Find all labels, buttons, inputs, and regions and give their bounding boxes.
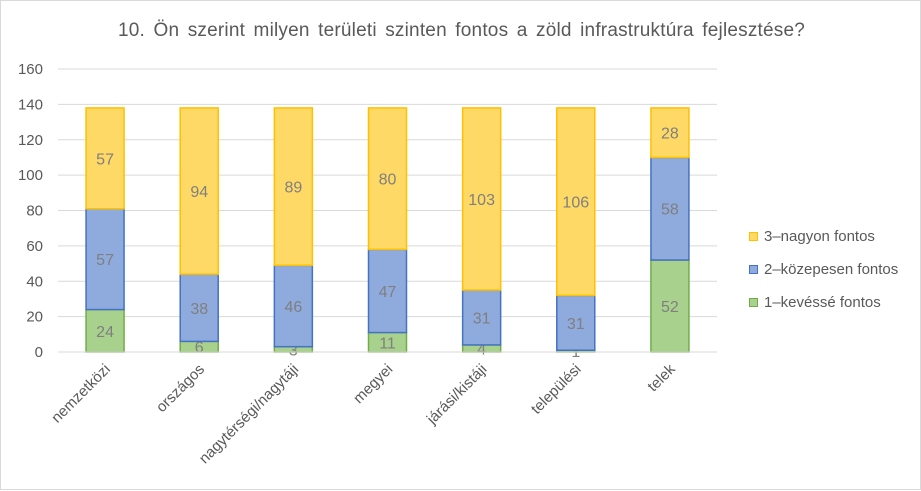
x-tick-label: járási/kistáji <box>423 361 491 429</box>
data-label: 52 <box>661 299 679 316</box>
legend-label: 2–közepesen fontos <box>764 261 899 278</box>
x-tick-label: megyei <box>350 361 396 407</box>
data-label: 28 <box>661 126 679 143</box>
data-label: 4 <box>477 341 486 358</box>
legend-item: 3–nagyon fontos <box>749 227 898 246</box>
data-label: 58 <box>661 202 679 219</box>
y-tick-label: 20 <box>26 309 43 326</box>
bar-segment <box>556 107 596 297</box>
data-label: 31 <box>567 316 585 333</box>
chart-legend: 3–nagyon fontos 2–közepesen fontos 1–kevés… <box>749 227 898 326</box>
legend-label: 3–nagyon fontos <box>764 228 875 245</box>
bar-segment <box>367 107 408 251</box>
data-label: 80 <box>379 172 397 189</box>
bar-segment <box>461 289 502 346</box>
bar-segment <box>85 207 125 311</box>
y-tick-label: 100 <box>18 167 43 184</box>
legend-swatch <box>749 298 758 307</box>
data-label: 103 <box>468 192 495 209</box>
data-label: 89 <box>284 180 302 197</box>
data-label: 46 <box>284 299 302 316</box>
y-tick-label: 40 <box>26 273 43 290</box>
data-label: 94 <box>190 184 208 201</box>
bar-segment <box>461 107 502 291</box>
bar-segment <box>85 308 125 353</box>
data-label: 38 <box>190 301 208 318</box>
data-label: 47 <box>379 284 397 301</box>
data-label: 57 <box>96 151 114 168</box>
data-label: 6 <box>195 340 204 357</box>
legend-label: 1–kevéssé fontos <box>764 294 881 311</box>
bar-segment <box>273 107 314 267</box>
y-tick-label: 0 <box>35 344 43 361</box>
legend-item: 2–közepesen fontos <box>749 260 898 279</box>
legend-item: 1–kevéssé fontos <box>749 293 898 312</box>
data-label: 57 <box>96 252 114 269</box>
y-tick-label: 160 <box>18 61 43 78</box>
data-label: 3 <box>289 342 298 359</box>
y-tick-label: 60 <box>26 238 43 255</box>
legend-swatch <box>749 232 758 241</box>
bar-segment <box>179 273 219 343</box>
x-tick-label: települési <box>528 361 585 418</box>
y-tick-label: 80 <box>26 203 43 220</box>
data-label: 106 <box>562 195 589 212</box>
y-tick-label: 120 <box>18 132 43 149</box>
bar-segment <box>650 156 690 261</box>
x-tick-label: országos <box>153 361 208 416</box>
bar-segment <box>556 294 596 351</box>
legend-swatch <box>749 265 758 274</box>
y-tick-label: 140 <box>18 96 43 113</box>
chart-title: 10. Ön szerint milyen területi szinten f… <box>117 20 806 41</box>
bar-segment <box>367 248 408 334</box>
x-tick-label: nemzetközi <box>48 361 114 427</box>
bar-segment <box>179 107 219 275</box>
x-tick-label: nagytérségi/nagytáji <box>196 361 302 467</box>
bar-segment <box>650 107 690 159</box>
bar-segment <box>650 259 690 353</box>
bar-segment <box>85 107 125 210</box>
data-label: 1 <box>571 344 580 361</box>
x-tick-label: telek <box>644 360 679 395</box>
data-label: 11 <box>379 335 396 352</box>
data-label: 31 <box>473 311 491 328</box>
data-label: 24 <box>96 324 114 341</box>
